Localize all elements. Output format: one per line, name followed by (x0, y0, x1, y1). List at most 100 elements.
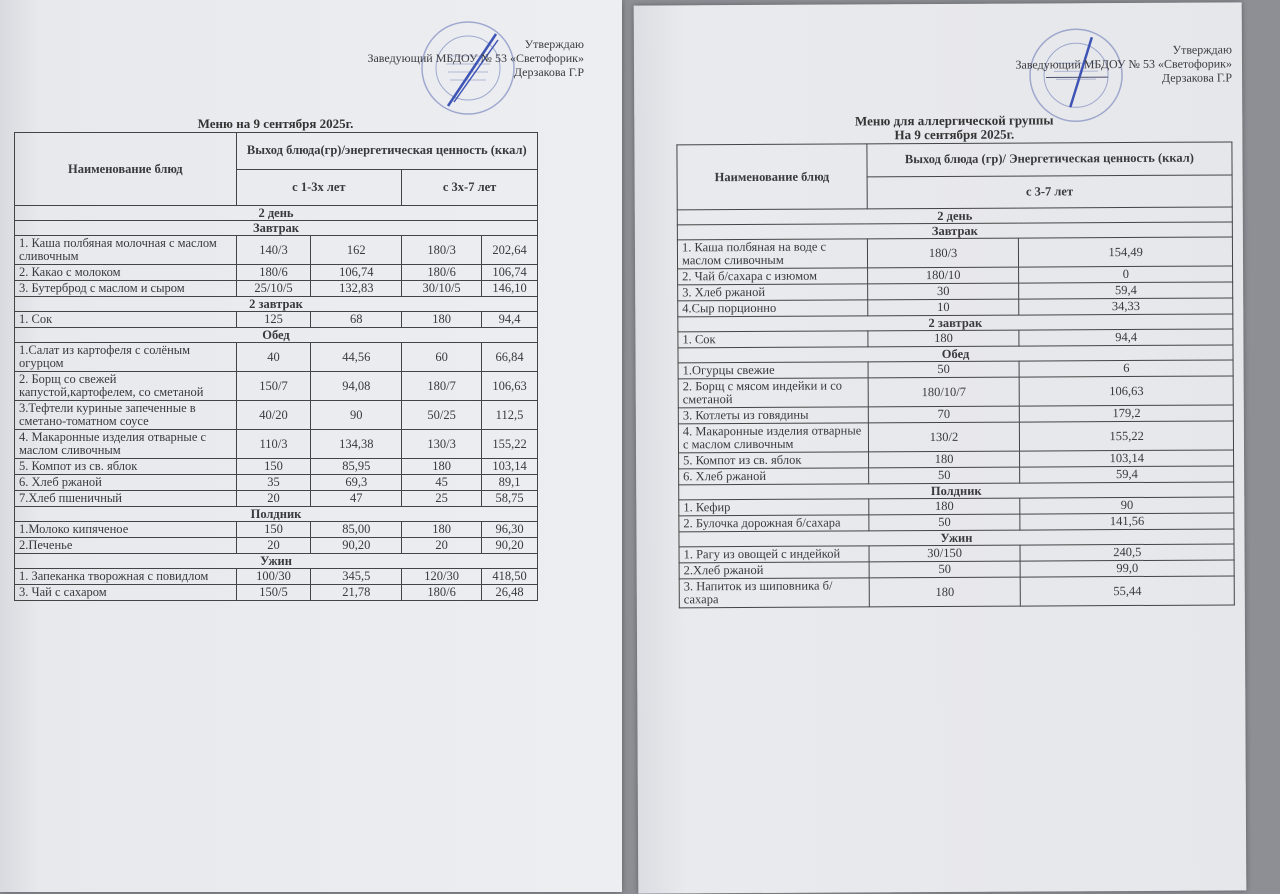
energy-kcal: 106,74 (311, 265, 402, 281)
portion-grams: 50 (868, 361, 1020, 378)
day-label: 2 день (15, 206, 538, 221)
energy-kcal: 106,63 (482, 372, 538, 401)
dish-name: 1.Салат из картофеля с солёным огурцом (15, 343, 237, 372)
portion-grams: 180/3 (402, 236, 482, 265)
energy-kcal: 0 (1019, 266, 1233, 283)
table-row: 2. Борщ со свежей капустой,картофелем, с… (15, 372, 538, 401)
energy-kcal: 69,3 (311, 475, 402, 491)
age-group-header: с 1-3х лет (236, 169, 402, 206)
portion-grams: 50 (869, 561, 1021, 578)
meal-section-title: Полдник (15, 507, 538, 522)
energy-kcal: 90,20 (311, 538, 402, 554)
meal-section-title: Ужин (15, 554, 538, 569)
approval-position: Заведующий МБДОУ № 53 «Светофорик» (367, 51, 584, 65)
portion-grams: 100/30 (236, 569, 311, 585)
energy-kcal: 202,64 (482, 236, 538, 265)
energy-kcal: 6 (1019, 360, 1233, 377)
energy-kcal: 146,10 (482, 281, 538, 297)
dish-name: 1. Каша полбяная на воде с маслом сливоч… (677, 239, 867, 269)
energy-kcal: 345,5 (311, 569, 402, 585)
energy-kcal: 58,75 (482, 491, 538, 507)
approval-block: Утверждаю Заведующий МБДОУ № 53 «Светофо… (367, 37, 584, 79)
energy-kcal: 55,44 (1021, 576, 1235, 606)
portion-grams: 130/2 (868, 422, 1020, 452)
title-date: На 9 сентября 2025г. (676, 126, 1232, 143)
age-group-header: с 3х-7 лет (402, 169, 538, 206)
column-header-dish: Наименование блюд (15, 133, 237, 206)
portion-grams: 25/10/5 (236, 281, 311, 297)
portion-grams: 40 (236, 343, 311, 372)
meal-section-row: Завтрак (15, 221, 538, 236)
energy-kcal: 96,30 (482, 522, 538, 538)
meal-section-row: Обед (15, 328, 538, 343)
portion-grams: 110/3 (236, 430, 311, 459)
dish-name: 2. Булочка дорожная б/сахара (679, 515, 869, 532)
energy-kcal: 106,74 (482, 265, 538, 281)
portion-grams: 180/6 (236, 265, 311, 281)
energy-kcal: 94,08 (311, 372, 402, 401)
dish-name: 3. Чай с сахаром (15, 585, 237, 601)
energy-kcal: 90 (311, 401, 402, 430)
energy-kcal: 103,14 (1020, 450, 1234, 467)
energy-kcal: 103,14 (482, 459, 538, 475)
dish-name: 3. Котлеты из говядины (678, 407, 868, 424)
portion-grams: 125 (236, 312, 311, 328)
energy-kcal: 155,22 (482, 430, 538, 459)
energy-kcal: 85,00 (311, 522, 402, 538)
energy-kcal: 44,56 (311, 343, 402, 372)
dish-name: 1. Рагу из овощей с индейкой (679, 546, 869, 563)
energy-kcal: 59,4 (1020, 466, 1234, 483)
energy-kcal: 99,0 (1021, 560, 1235, 577)
menu-sheet-allergy-group: Утверждаю Заведующий МБДОУ № 53 «Светофо… (634, 2, 1247, 893)
energy-kcal: 34,33 (1019, 298, 1233, 315)
energy-kcal: 162 (311, 236, 402, 265)
portion-grams: 60 (402, 343, 482, 372)
energy-kcal: 106,63 (1020, 376, 1234, 406)
energy-kcal: 132,83 (311, 281, 402, 297)
energy-kcal: 21,78 (311, 585, 402, 601)
portion-grams: 10 (867, 299, 1019, 316)
dish-name: 2. Чай б/сахара с изюмом (678, 268, 868, 285)
portion-grams: 150/5 (236, 585, 311, 601)
energy-kcal: 90,20 (482, 538, 538, 554)
portion-grams: 30/150 (869, 545, 1021, 562)
dish-name: 1. Кефир (679, 499, 869, 516)
portion-grams: 150 (236, 459, 311, 475)
portion-grams: 30 (867, 283, 1019, 300)
portion-grams: 180/10 (867, 267, 1019, 284)
dish-name: 1. Сок (678, 331, 868, 348)
dish-name: 6. Хлеб ржаной (15, 475, 237, 491)
meal-section-title: 2 завтрак (15, 297, 538, 312)
portion-grams: 25 (402, 491, 482, 507)
portion-grams: 30/10/5 (402, 281, 482, 297)
table-row: 1. Каша полбяная на воде с маслом сливоч… (677, 237, 1232, 269)
energy-kcal: 418,50 (482, 569, 538, 585)
portion-grams: 180 (868, 330, 1020, 347)
energy-kcal: 240,5 (1020, 544, 1234, 561)
portion-grams: 50 (868, 467, 1020, 484)
approval-position: Заведующий МБДОУ № 53 «Светофорик» (1015, 56, 1232, 71)
meal-section-title: Обед (15, 328, 538, 343)
portion-grams: 180/3 (867, 238, 1019, 268)
table-row: 4. Макаронные изделия отварные с маслом … (15, 430, 538, 459)
dish-name: 3.Тефтели куриные запеченные в сметано-т… (15, 401, 237, 430)
dish-name: 2. Борщ с мясом индейки и со сметаной (678, 378, 868, 408)
dish-name: 3. Хлеб ржаной (678, 284, 868, 301)
portion-grams: 150 (236, 522, 311, 538)
energy-kcal: 26,48 (482, 585, 538, 601)
energy-kcal: 90 (1020, 497, 1234, 514)
portion-grams: 180/6 (402, 585, 482, 601)
portion-grams: 20 (402, 538, 482, 554)
dish-name: 3. Бутерброд с маслом и сыром (15, 281, 237, 297)
